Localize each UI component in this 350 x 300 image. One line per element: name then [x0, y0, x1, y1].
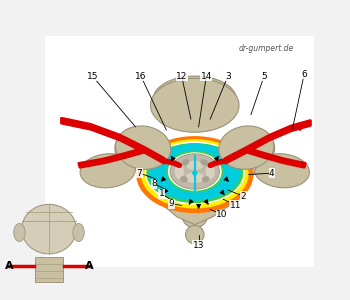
Ellipse shape — [22, 204, 76, 254]
Text: 15: 15 — [86, 71, 98, 80]
Text: 7: 7 — [136, 169, 142, 178]
Ellipse shape — [116, 126, 171, 169]
Text: 4: 4 — [269, 169, 275, 178]
Text: A: A — [85, 261, 93, 271]
Ellipse shape — [205, 164, 215, 179]
Ellipse shape — [254, 154, 309, 188]
Text: 10: 10 — [216, 210, 228, 219]
Ellipse shape — [73, 224, 84, 242]
Text: dr-gumpert.de: dr-gumpert.de — [239, 44, 294, 53]
Ellipse shape — [180, 176, 188, 182]
Text: 2: 2 — [240, 192, 246, 201]
Text: 13: 13 — [193, 241, 204, 250]
Ellipse shape — [185, 172, 205, 183]
Text: 14: 14 — [201, 71, 212, 80]
Text: 16: 16 — [135, 71, 147, 80]
Text: 8: 8 — [151, 179, 157, 188]
Ellipse shape — [153, 76, 236, 122]
Ellipse shape — [145, 142, 245, 205]
Text: 6: 6 — [301, 70, 307, 79]
Ellipse shape — [219, 126, 274, 169]
Text: 5: 5 — [261, 71, 267, 80]
Bar — [35, 257, 63, 282]
Ellipse shape — [170, 154, 219, 189]
Text: 1: 1 — [159, 189, 164, 198]
Ellipse shape — [146, 143, 243, 203]
Text: 12: 12 — [176, 71, 187, 80]
Ellipse shape — [202, 176, 209, 182]
Ellipse shape — [186, 161, 203, 170]
Circle shape — [193, 171, 197, 175]
Ellipse shape — [80, 154, 135, 188]
Ellipse shape — [182, 206, 207, 228]
Text: 9: 9 — [169, 200, 175, 208]
Ellipse shape — [115, 130, 167, 170]
Ellipse shape — [175, 164, 184, 179]
Polygon shape — [128, 127, 262, 225]
FancyBboxPatch shape — [43, 34, 316, 268]
Ellipse shape — [136, 136, 253, 213]
Ellipse shape — [167, 152, 223, 191]
Ellipse shape — [14, 224, 25, 242]
Ellipse shape — [186, 225, 204, 244]
Ellipse shape — [200, 159, 208, 166]
Ellipse shape — [150, 78, 239, 132]
Ellipse shape — [182, 159, 189, 166]
Ellipse shape — [141, 139, 248, 208]
Ellipse shape — [148, 144, 241, 201]
Ellipse shape — [223, 130, 275, 170]
Text: A: A — [5, 261, 13, 271]
Text: 3: 3 — [225, 71, 231, 80]
Text: 11: 11 — [230, 201, 242, 210]
